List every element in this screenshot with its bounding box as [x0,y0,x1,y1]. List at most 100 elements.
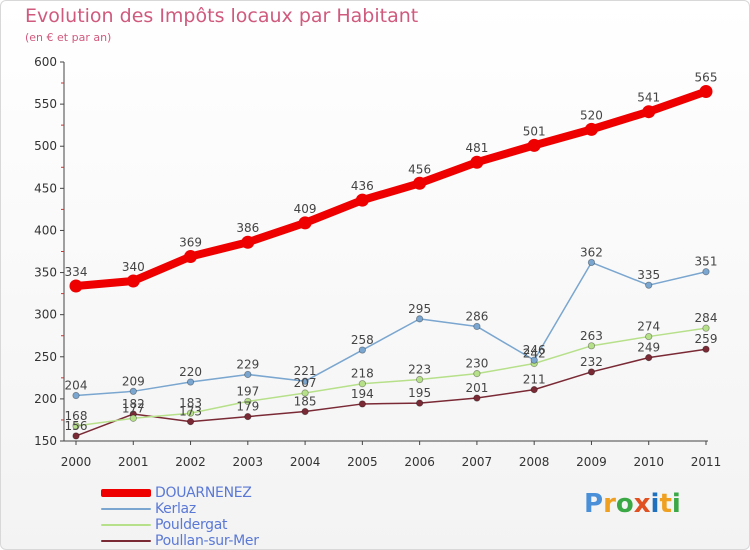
data-label: 173 [179,405,202,419]
data-label: 223 [408,363,431,377]
data-point [416,315,424,323]
data-point [416,375,424,384]
data-point [470,155,484,169]
data-label: 195 [408,386,431,400]
data-label: 211 [523,373,546,387]
data-label: 242 [523,347,546,361]
data-label: 249 [637,341,660,355]
y-tick-label: 550 [34,97,57,111]
series-line [72,87,710,291]
data-label: 295 [408,302,431,316]
data-point [244,370,252,379]
data-label: 179 [236,400,259,414]
data-label: 335 [637,268,660,282]
data-point [584,122,598,136]
data-point [702,268,710,276]
data-point [72,432,80,440]
logo-letter: t [659,489,672,519]
data-label: 362 [580,245,603,259]
logo-letter: P [584,489,604,519]
series-line [75,327,707,427]
data-label: 284 [695,311,718,325]
data-point [358,380,366,388]
data-point [527,138,541,152]
data-label: 218 [351,367,374,381]
x-tick-label: 2008 [519,455,550,469]
y-tick-label: 450 [34,181,57,195]
data-label: 168 [65,409,88,423]
x-tick-label: 2010 [633,455,664,469]
data-label: 258 [351,333,374,347]
data-label: 182 [122,397,145,411]
y-tick-label: 500 [34,139,57,153]
data-label: 565 [695,70,718,84]
data-label: 274 [637,320,660,334]
data-point [72,391,80,400]
data-point [244,397,252,406]
chart-subtitle: (en € et par an) [25,31,112,44]
data-label: 220 [179,365,202,379]
data-point [186,409,195,417]
data-label: 201 [465,381,488,395]
data-label: 197 [236,384,259,398]
data-point [642,105,656,119]
logo-letter: o [615,489,634,519]
legend-label: Kerlaz [155,501,196,517]
legend-swatch [101,540,151,542]
y-tick-label: 300 [34,308,57,322]
proxiti-logo: Proxiti [584,489,681,519]
data-label: 194 [351,387,374,401]
data-label: 334 [65,265,88,279]
data-label: 177 [122,401,145,415]
data-label: 386 [236,221,259,235]
logo-letter: i [671,489,681,519]
data-label: 409 [294,202,317,216]
data-label: 229 [236,357,259,371]
data-point [126,274,140,288]
data-point [129,387,137,395]
data-point [358,400,366,408]
legend-label: Pouldergat [155,517,228,533]
data-point [699,84,713,98]
x-tick-label: 2004 [290,455,321,469]
data-label: 501 [523,124,546,138]
data-label: 183 [179,396,202,410]
data-label: 340 [122,260,145,274]
data-point [702,345,710,353]
logo-letter: r [603,489,616,519]
data-point [184,250,198,264]
data-label: 156 [65,419,88,433]
y-tick-label: 350 [34,266,57,280]
logo-letter: x [633,489,651,519]
y-tick-label: 400 [34,223,57,237]
x-tick-label: 2006 [404,455,435,469]
data-point [355,193,369,207]
data-point [530,386,538,394]
x-tick-label: 2003 [233,455,264,469]
logo-letter: i [650,489,660,519]
data-point [301,407,309,416]
data-point [587,342,596,350]
data-point [645,281,653,289]
data-point [473,370,481,378]
chart-title: Evolution des Impôts locaux par Habitant [25,5,419,27]
data-point [186,378,195,386]
legend-label: DOUARNENEZ [155,485,252,501]
data-label: 204 [65,379,88,393]
data-label: 286 [465,309,488,323]
data-label: 185 [294,395,317,409]
data-point [301,377,309,385]
y-tick-label: 200 [34,392,57,406]
data-point [72,422,80,430]
data-point [702,324,710,332]
data-point [358,346,366,354]
data-label: 246 [523,343,546,357]
y-tick-label: 150 [34,434,57,448]
y-tick-label: 250 [34,350,57,364]
data-label: 481 [465,141,488,155]
data-label: 351 [695,255,718,269]
y-tick-label: 600 [34,55,57,69]
data-point [645,354,653,362]
